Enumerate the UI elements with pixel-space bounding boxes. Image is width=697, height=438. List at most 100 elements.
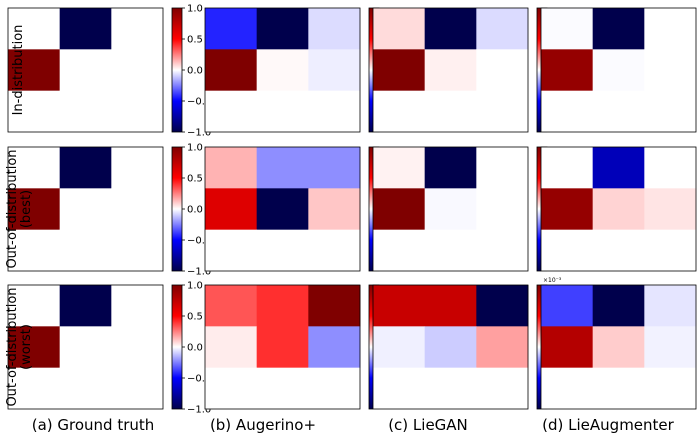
panel-r3-c1: −1.0 −0.5 0.0 0.5 1.0 <box>7 281 211 416</box>
heatmap-cell <box>59 326 112 369</box>
heatmap-cell <box>541 147 594 189</box>
heatmap-cell <box>476 90 529 133</box>
heatmap-cell <box>111 188 164 231</box>
heatmap-cell <box>256 188 309 231</box>
heatmap-cell <box>644 229 697 272</box>
heatmap-frame <box>204 7 361 133</box>
heatmap-cell <box>8 285 61 327</box>
colorbar <box>171 284 183 410</box>
heatmap-cell <box>308 90 361 133</box>
heatmap-cell <box>424 8 477 50</box>
heatmap-cell <box>111 229 164 272</box>
heatmap-cell <box>592 49 645 92</box>
heatmap-cell <box>8 8 61 50</box>
heatmap-cell <box>111 49 164 92</box>
heatmap-frame <box>7 146 164 272</box>
colorbar-tick-label: −1.0 <box>187 267 211 278</box>
heatmap-cell <box>256 147 309 189</box>
heatmap-cell <box>476 49 529 92</box>
colorbar-tick-label: 1.0 <box>187 143 203 154</box>
heatmap-cell <box>592 326 645 369</box>
colorbar-tick-label: 0.0 <box>187 205 203 216</box>
heatmap-frame <box>372 284 529 410</box>
colorbar-tick-label: 0.5 <box>187 35 203 46</box>
heatmap-cell <box>256 8 309 50</box>
heatmap-cell <box>373 8 426 50</box>
column-label: (d) LieAugmenter <box>542 416 674 434</box>
heatmap-cell <box>541 188 594 231</box>
heatmap-cell <box>8 229 61 272</box>
heatmap-cell <box>205 285 258 327</box>
heatmap-cell <box>205 229 258 272</box>
heatmap-cell <box>59 90 112 133</box>
colorbar <box>171 146 183 272</box>
colorbar-tick-label: −0.5 <box>187 97 211 108</box>
heatmap-cell <box>59 188 112 231</box>
panel-r2-c4: −101 <box>540 146 697 272</box>
panel-r1-c4: −101 <box>540 7 697 133</box>
heatmap-cell <box>644 147 697 189</box>
colorbar-tick-label: 0.5 <box>187 312 203 323</box>
heatmap-cell <box>644 285 697 327</box>
heatmap-cell <box>373 285 426 327</box>
heatmap-cell <box>111 90 164 133</box>
heatmap-cell <box>308 229 361 272</box>
heatmap-cell <box>205 367 258 410</box>
heatmap-cell <box>256 285 309 327</box>
panel-r1-c2: −0.050.000.05 <box>204 7 415 133</box>
heatmap-frame <box>540 7 697 133</box>
panel-r2-c1: −1.0 −0.5 0.0 0.5 1.0 <box>7 143 211 278</box>
heatmap-cell <box>111 326 164 369</box>
heatmap-cell <box>644 367 697 410</box>
heatmap-cell <box>59 367 112 410</box>
colorbar-tick-label: −0.5 <box>187 236 211 247</box>
heatmap-cell <box>592 188 645 231</box>
heatmap-cell <box>592 90 645 133</box>
column-label: (c) LieGAN <box>388 416 468 434</box>
heatmap-cell <box>476 188 529 231</box>
column-label: (b) Augerino+ <box>210 416 316 434</box>
heatmap-cell <box>256 326 309 369</box>
colorbar-tick-label: 0.0 <box>187 66 203 77</box>
colorbar-tick-label: 1.0 <box>187 4 203 15</box>
heatmap-cell <box>424 147 477 189</box>
heatmap-panels: −1.0−0.50.00.51.0−0.050.000.05−0.20.00.2… <box>7 4 697 416</box>
heatmap-frame <box>540 284 697 410</box>
heatmap-cell <box>8 326 61 369</box>
heatmap-cell <box>256 367 309 410</box>
heatmap-cell <box>644 49 697 92</box>
heatmap-cell <box>111 147 164 189</box>
heatmap-cell <box>8 188 61 231</box>
heatmap-cell <box>111 367 164 410</box>
colorbar-tick-label: −1.0 <box>187 128 211 139</box>
heatmap-cell <box>644 188 697 231</box>
heatmap-cell <box>592 8 645 50</box>
heatmap-cell <box>308 188 361 231</box>
colorbar-tick-label: 0.5 <box>187 174 203 185</box>
heatmap-cell <box>8 49 61 92</box>
heatmap-cell <box>205 188 258 231</box>
row-label: (worst) <box>19 324 34 370</box>
heatmap-cell <box>424 229 477 272</box>
heatmap-cell <box>373 49 426 92</box>
heatmap-cell <box>541 285 594 327</box>
heatmap-cell <box>541 90 594 133</box>
heatmap-cell <box>373 326 426 369</box>
row-label: Out-of-distribution <box>5 287 20 406</box>
heatmap-cell <box>111 8 164 50</box>
heatmap-cell <box>308 147 361 189</box>
heatmap-cell <box>541 326 594 369</box>
heatmap-cell <box>59 285 112 327</box>
heatmap-cell <box>476 229 529 272</box>
heatmap-cell <box>256 90 309 133</box>
heatmap-cell <box>476 8 529 50</box>
row-label: In-distribution <box>11 25 26 116</box>
panel-r1-c1: −1.0 −0.5 0.0 0.5 1.0 <box>7 4 211 139</box>
heatmap-frame <box>7 7 164 133</box>
panel-r3-c3: −505×10⁻³ <box>372 277 567 410</box>
heatmap-cell <box>256 229 309 272</box>
heatmap-cell <box>373 90 426 133</box>
heatmap-cell <box>644 90 697 133</box>
